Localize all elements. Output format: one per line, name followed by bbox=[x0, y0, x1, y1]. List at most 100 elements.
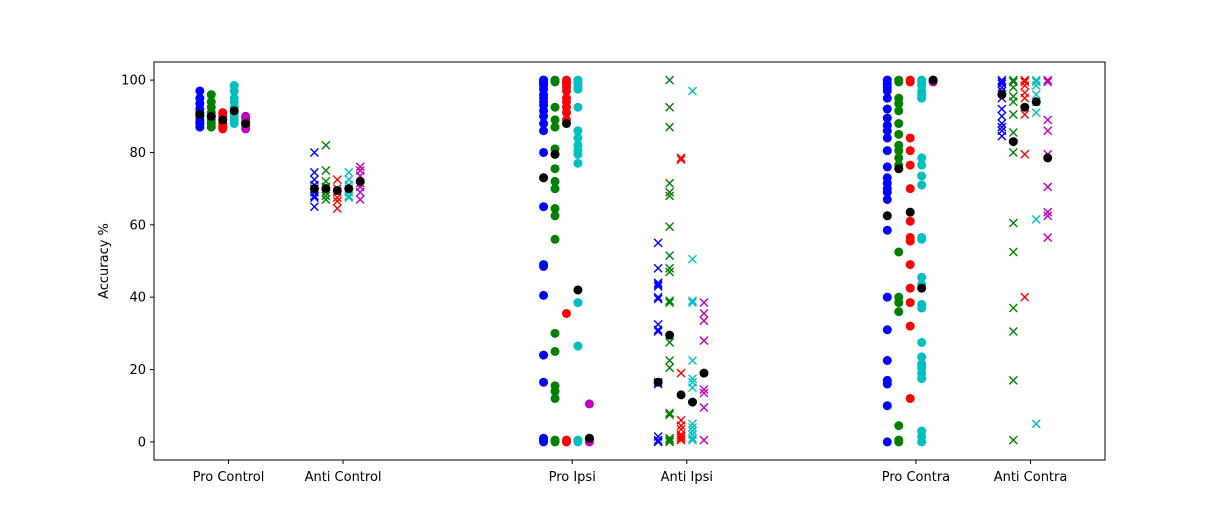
data-point bbox=[206, 90, 216, 100]
data-point bbox=[894, 421, 904, 431]
data-point bbox=[882, 356, 892, 365]
data-point bbox=[1008, 327, 1018, 337]
y-axis-label: Accuracy % bbox=[97, 223, 112, 299]
data-point bbox=[688, 426, 698, 436]
data-point bbox=[905, 260, 915, 270]
data-point bbox=[355, 194, 365, 204]
mean-point bbox=[1020, 102, 1030, 112]
data-point bbox=[665, 408, 675, 418]
data-point bbox=[539, 147, 549, 157]
data-point bbox=[1020, 77, 1030, 87]
data-point bbox=[1008, 303, 1018, 313]
data-point bbox=[905, 236, 915, 246]
data-point bbox=[1008, 109, 1018, 119]
data-point bbox=[894, 153, 904, 163]
mean-point bbox=[653, 377, 663, 387]
data-point bbox=[699, 403, 709, 413]
data-point bbox=[539, 437, 549, 447]
data-point bbox=[699, 388, 709, 398]
data-point bbox=[550, 122, 560, 132]
data-point bbox=[653, 238, 663, 248]
mean-point bbox=[882, 211, 892, 221]
x-tick-label: Pro Ipsi bbox=[549, 470, 596, 485]
data-point bbox=[653, 292, 663, 302]
mean-point bbox=[550, 149, 560, 159]
data-point bbox=[905, 298, 915, 308]
data-point bbox=[665, 251, 675, 261]
data-point bbox=[550, 184, 560, 194]
data-point bbox=[1031, 108, 1041, 118]
data-point bbox=[561, 86, 571, 96]
mean-point bbox=[676, 390, 686, 400]
data-point bbox=[665, 298, 675, 308]
data-point bbox=[699, 298, 709, 308]
data-point bbox=[573, 437, 583, 447]
data-point bbox=[699, 316, 709, 326]
data-point bbox=[894, 99, 904, 109]
data-point bbox=[344, 191, 354, 201]
data-point bbox=[321, 194, 331, 204]
data-point bbox=[665, 191, 675, 201]
data-point bbox=[917, 180, 927, 190]
data-point bbox=[894, 106, 904, 116]
data-point bbox=[997, 82, 1007, 92]
data-point bbox=[653, 280, 663, 290]
data-point bbox=[309, 193, 319, 203]
data-point bbox=[882, 194, 892, 204]
data-point bbox=[309, 167, 319, 177]
data-point bbox=[573, 341, 583, 351]
data-point bbox=[539, 111, 549, 121]
data-point bbox=[1031, 90, 1041, 100]
data-point bbox=[676, 368, 686, 378]
data-point bbox=[665, 263, 675, 273]
data-point bbox=[894, 119, 904, 129]
mean-point bbox=[561, 119, 571, 129]
data-point bbox=[917, 272, 927, 282]
data-point bbox=[894, 77, 904, 87]
data-point bbox=[573, 149, 583, 159]
data-point bbox=[550, 393, 560, 403]
data-point bbox=[882, 93, 892, 103]
mean-point bbox=[665, 330, 675, 340]
data-point bbox=[1043, 232, 1053, 242]
data-point bbox=[1008, 97, 1018, 107]
mean-point bbox=[573, 285, 583, 295]
data-point bbox=[550, 328, 560, 338]
data-point bbox=[665, 437, 675, 447]
data-point bbox=[550, 176, 560, 186]
data-point bbox=[1020, 292, 1030, 302]
data-point bbox=[1008, 435, 1018, 445]
data-point bbox=[1043, 115, 1053, 125]
y-axis: 0 20 40 60 80 100 bbox=[121, 74, 154, 450]
data-point bbox=[894, 298, 904, 308]
y-tick-label: 20 bbox=[129, 363, 146, 378]
data-point bbox=[882, 126, 892, 136]
data-point bbox=[905, 133, 915, 143]
data-point bbox=[997, 119, 1007, 129]
data-point bbox=[665, 433, 675, 443]
data-point bbox=[882, 113, 892, 123]
mean-point bbox=[997, 90, 1007, 100]
data-point bbox=[1020, 149, 1030, 159]
data-point bbox=[309, 147, 319, 157]
data-point bbox=[917, 153, 927, 163]
data-point bbox=[688, 419, 698, 429]
mean-point bbox=[917, 283, 927, 293]
mean-point bbox=[905, 207, 915, 217]
data-point bbox=[561, 108, 571, 118]
mean-point bbox=[539, 173, 549, 183]
data-point bbox=[653, 327, 663, 337]
data-point bbox=[561, 308, 571, 318]
data-point bbox=[905, 184, 915, 194]
x-tick-label: Pro Control bbox=[193, 470, 265, 485]
data-point bbox=[1020, 109, 1030, 119]
data-point bbox=[653, 435, 663, 445]
data-point bbox=[917, 93, 927, 103]
y-tick-label: 60 bbox=[129, 218, 146, 233]
data-point bbox=[917, 352, 927, 362]
data-point bbox=[355, 162, 365, 172]
data-point bbox=[309, 191, 319, 201]
data-point bbox=[1008, 218, 1018, 228]
data-point bbox=[882, 437, 892, 447]
